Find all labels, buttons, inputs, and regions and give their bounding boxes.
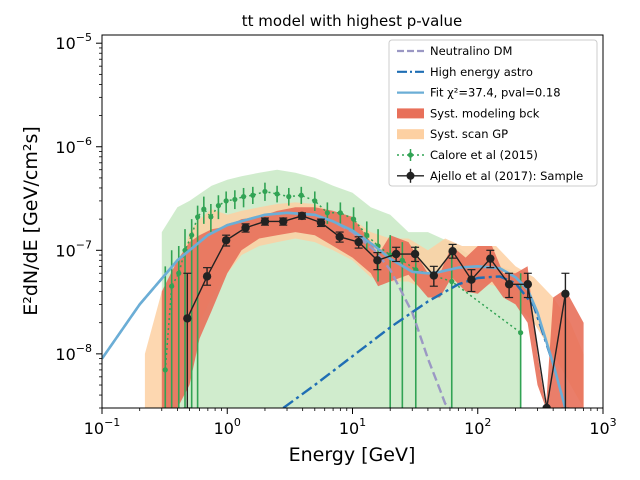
legend-label: Neutralino DM: [430, 44, 512, 58]
x-tick-label: 103: [589, 416, 616, 438]
legend-item: Neutralino DM: [397, 44, 512, 58]
ajello-point: [486, 254, 495, 263]
legend-item: Fit χ²=37.4, pval=0.18: [397, 86, 561, 100]
ajello-point: [241, 223, 250, 232]
ajello-point: [202, 272, 212, 281]
y-tick-label: 10−8: [55, 342, 92, 364]
legend-label: Syst. modeling bck: [430, 106, 540, 120]
ajello-point: [373, 256, 382, 265]
ajello-point: [504, 280, 514, 289]
legend-label: Calore et al (2015): [430, 148, 538, 162]
ajello-point: [316, 218, 326, 227]
ajello-point: [523, 280, 533, 289]
ajello-point: [335, 232, 344, 242]
legend: Neutralino DM High energy astro Fit χ²=37.…: [388, 39, 598, 187]
y-tick-label: 10−7: [55, 238, 92, 260]
legend-label: Fit χ²=37.4, pval=0.18: [430, 86, 561, 100]
legend-swatch: [397, 129, 424, 140]
legend-label: Ajello et al (2017): Sample: [430, 169, 583, 183]
x-tick-label: 100: [214, 416, 241, 438]
fit-curve: [102, 211, 567, 408]
legend-item: Syst. modeling bck: [397, 106, 540, 120]
ajello-point: [297, 211, 307, 221]
x-tick-label: 10−1: [84, 416, 121, 438]
x-axis-label: Energy [GeV]: [289, 444, 416, 466]
calore-point: [176, 270, 182, 276]
calore-point: [449, 278, 455, 285]
ajello-point: [448, 247, 457, 256]
calore-point: [240, 194, 247, 200]
y-axis-label: E²dN/dE [GeV/cm²s]: [20, 126, 42, 316]
calore-point: [312, 198, 318, 204]
calore-point: [399, 257, 405, 263]
ajello-point: [183, 314, 192, 323]
ajello-point: [467, 275, 476, 284]
calore-point: [232, 196, 238, 203]
calore-point: [364, 232, 370, 238]
calore-point: [337, 210, 343, 216]
legend-marker: [407, 152, 414, 158]
ajello-point: [429, 271, 439, 280]
calore-point: [169, 283, 175, 289]
legend-swatch: [397, 108, 424, 119]
ajello-points: [183, 211, 570, 408]
calore-points: [162, 182, 524, 408]
axis-ticks: 10−1 100 101 102 103 10−8 10−7 10−6 10−5: [55, 31, 616, 438]
ajello-point: [410, 249, 420, 259]
legend-frame: [388, 39, 598, 187]
plot-area: [102, 169, 584, 408]
chart-title: tt model with highest p-value: [242, 12, 463, 30]
syst-modeling-bck-band: [161, 207, 584, 408]
ajello-point: [391, 249, 401, 259]
legend-item: Calore et al (2015): [397, 148, 538, 162]
calore-point: [189, 232, 195, 238]
legend-item: High energy astro: [397, 65, 533, 79]
calore-point: [223, 198, 229, 204]
ajello-point: [260, 217, 270, 226]
calore-point: [350, 216, 357, 222]
x-tick-label: 102: [464, 416, 491, 438]
calore-point: [518, 330, 524, 336]
ajello-point: [561, 289, 570, 299]
calore-point: [324, 210, 330, 216]
ajello-point: [542, 403, 551, 408]
calore-point: [162, 367, 168, 373]
x-tick-label: 101: [339, 416, 366, 438]
calore-point: [195, 214, 201, 220]
calore-point: [208, 214, 214, 220]
y-tick-label: 10−6: [55, 135, 92, 157]
y-tick-label: 10−5: [55, 31, 92, 53]
ajello-point: [279, 217, 288, 226]
calore-point: [201, 206, 207, 212]
calore-point: [262, 188, 268, 195]
ajello-point: [354, 237, 363, 247]
calore-point: [274, 191, 280, 197]
calore-point: [286, 194, 292, 200]
legend-item: Syst. scan GP: [397, 127, 508, 141]
high-energy-astro-curve: [282, 275, 555, 408]
legend-item: Ajello et al (2017): Sample: [397, 168, 583, 183]
ajello-point: [221, 236, 231, 245]
calore-point: [298, 192, 304, 198]
calore-point: [215, 203, 222, 209]
calore-point: [250, 192, 256, 198]
legend-label: High energy astro: [430, 65, 533, 79]
legend-label: Syst. scan GP: [430, 127, 508, 141]
calore-connector: [164, 190, 522, 370]
legend-marker: [406, 171, 415, 180]
